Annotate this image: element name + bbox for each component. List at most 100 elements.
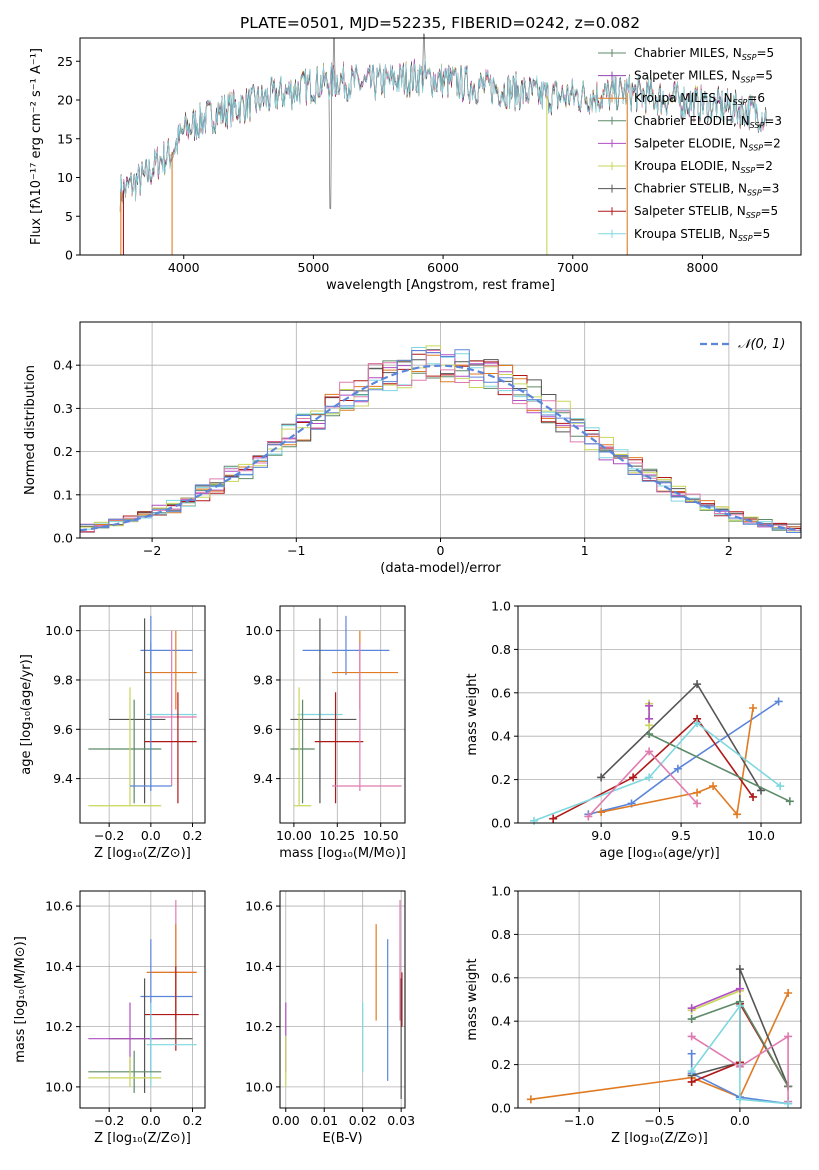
spectrum-xtick-label: 5000 — [298, 260, 330, 275]
weight_vs_Z-series-line — [691, 1003, 789, 1105]
spectrum-legend-entry: Chabrier MILES, NSSP=5 — [634, 46, 774, 62]
mass_vs_Z-ytick-label: 10.6 — [45, 899, 73, 914]
residuals-ytick-label: 0.0 — [53, 531, 73, 546]
mass_vs_ebv-xlabel: E(B-V) — [322, 1131, 362, 1146]
mass_vs_Z-plot-area — [80, 891, 205, 1108]
mass_vs_ebv-ytick-label: 10.6 — [245, 899, 273, 914]
mass_vs_Z-xtick-label: −0.2 — [94, 1113, 124, 1128]
weight_vs_Z-series-line — [691, 987, 741, 1009]
spectrum-legend-entry: Kroupa STELIB, NSSP=5 — [634, 227, 770, 243]
weight_vs_age-xtick-label: 10.0 — [747, 828, 775, 843]
weight_vs_Z-ylabel: mass weight — [465, 958, 480, 1040]
age_vs_mass-ytick-label: 9.4 — [253, 771, 273, 786]
weight_vs_age-point — [749, 703, 758, 712]
spectrum-legend-entry: Kroupa ELODIE, NSSP=2 — [634, 159, 773, 175]
weight_vs_age-point — [584, 812, 593, 821]
age_vs_mass-xtick-label: 10.25 — [319, 828, 355, 843]
mass_vs_Z-xtick-label: 0.0 — [141, 1113, 161, 1128]
mass_vs_Z-ytick-label: 10.4 — [45, 959, 73, 974]
weight_vs_age-ytick-label: 0.8 — [491, 642, 511, 657]
spectrum-ytick-label: 20 — [57, 93, 73, 108]
spectrum-frame — [79, 37, 802, 256]
weight_vs_age-ylabel: mass weight — [465, 673, 480, 755]
weight_vs_Z-xlabel: Z [log₁₀(Z/Z⊙)] — [611, 1131, 708, 1146]
age_vs_mass-xtick-label: 10.00 — [276, 828, 312, 843]
spectrum-plot-area — [80, 38, 801, 255]
weight_vs_age-point — [629, 773, 638, 782]
age_vs_Z-xtick-label: −0.2 — [94, 828, 124, 843]
weight_vs_age-ytick-label: 0.4 — [491, 729, 511, 744]
spectrum-xtick-label: 8000 — [687, 260, 719, 275]
weight_vs_age-point — [733, 810, 742, 819]
age_vs_Z-ytick-label: 9.6 — [53, 722, 73, 737]
age_vs_mass-xtick-label: 10.50 — [363, 828, 399, 843]
mass_vs_Z-ytick-label: 10.0 — [45, 1079, 73, 1094]
mass-vs-metallicity-panel: −0.2 0.0 0.2 10.0 10.2 10.4 10.6 Z [log₁₀(Z/Z⊙)… — [13, 890, 206, 1146]
spectrum-legend-entry: Chabrier STELIB, NSSP=3 — [634, 182, 779, 198]
residuals-xlabel: (data-model)/error — [380, 561, 501, 576]
spectrum-line — [119, 58, 767, 211]
spectrum-legend-entry: Salpeter MILES, NSSP=5 — [634, 69, 773, 85]
weight_vs_age-point — [549, 814, 558, 823]
weight_vs_age-ytick-label: 1.0 — [491, 599, 511, 614]
weight_vs_Z-point — [687, 1015, 696, 1024]
age_vs_Z-frame — [79, 605, 206, 824]
weight_vs_Z-ytick-label: 1.0 — [491, 884, 511, 899]
weight_vs_age-point — [693, 799, 702, 808]
residuals-frame — [79, 321, 802, 539]
age_vs_Z-ytick-label: 9.8 — [53, 672, 73, 687]
spectrum-legend-entry: Chabrier ELODIE, NSSP=3 — [634, 114, 782, 130]
mass_vs_ebv-frame — [279, 890, 406, 1109]
age_vs_Z-xtick-label: 0.2 — [183, 828, 203, 843]
weight_vs_age-xtick-label: 9.0 — [591, 828, 611, 843]
weight_vs_Z-point — [735, 1095, 744, 1104]
residuals-xtick-label: −1 — [287, 543, 305, 558]
weight_vs_Z-ytick-label: 0.6 — [491, 970, 511, 985]
spectrum-ytick-label: 15 — [57, 131, 73, 146]
age_vs_Z-xlabel: Z [log₁₀(Z/Z⊙)] — [94, 846, 191, 861]
weight_vs_Z-xtick-label: −0.5 — [644, 1113, 674, 1128]
residuals-xtick-label: −2 — [143, 543, 161, 558]
weight_vs_age-series-line — [648, 733, 791, 803]
weight_vs_age-frame — [517, 605, 802, 824]
age_vs_mass-ytick-label: 9.6 — [253, 722, 273, 737]
weight_vs_age-xlabel: age [log₁₀(age/yr)] — [599, 846, 720, 861]
weight_vs_Z-point — [687, 1049, 696, 1058]
weight_vs_age-ytick-label: 0.6 — [491, 685, 511, 700]
weight_vs_age-ytick-label: 0.2 — [491, 772, 511, 787]
spectrum-xtick-label: 7000 — [557, 260, 589, 275]
weight_vs_age-plot-area — [518, 606, 801, 823]
weight_vs_Z-point — [687, 1077, 696, 1086]
age_vs_mass-xlabel: mass [log₁₀(M/M⊙)] — [279, 846, 406, 861]
mass_vs_Z-xlabel: Z [log₁₀(Z/Z⊙)] — [94, 1131, 191, 1146]
weight_vs_age-point — [673, 764, 682, 773]
age-vs-metallicity-panel: −0.2 0.0 0.2 9.4 9.6 9.8 10.0 Z [log₁₀(Z/Z⊙)] ag… — [19, 605, 206, 861]
mass_vs_Z-xtick-label: 0.2 — [183, 1113, 203, 1128]
mass_vs_Z-ylabel: mass [log₁₀(M/M⊙)] — [13, 936, 28, 1063]
weight_vs_Z-xtick-label: −1.0 — [564, 1113, 594, 1128]
mass-vs-ebv-panel: 0.00 0.01 0.02 0.03 10.0 10.2 10.4 10.6 E(B-V) — [245, 890, 415, 1146]
mass_vs_ebv-xtick-label: 0.00 — [272, 1113, 300, 1128]
mass_vs_ebv-ytick-label: 10.4 — [245, 959, 273, 974]
weight_vs_age-series-line — [533, 722, 781, 822]
residuals-ylabel: Normed distribution — [23, 365, 38, 495]
weight_vs_age-point — [776, 782, 785, 791]
weight_vs_Z-ytick-label: 0.0 — [491, 1101, 511, 1116]
residuals-ytick-label: 0.3 — [53, 401, 73, 416]
weight_vs_Z-point — [784, 1032, 793, 1041]
weight_vs_age-point — [645, 701, 654, 710]
weight_vs_Z-series-line — [690, 1053, 789, 1105]
spectrum-panel: 4000 5000 6000 7000 8000 0 5 10 15 20 25 wavelength… — [29, 33, 802, 293]
weight_vs_Z-point — [784, 1099, 793, 1108]
mass_vs_ebv-xtick-label: 0.01 — [310, 1113, 338, 1128]
spectrum-legend-entry: Salpeter ELODIE, NSSP=2 — [634, 136, 781, 152]
mass_vs_Z-frame — [79, 890, 206, 1109]
age-vs-mass-panel: 10.00 10.25 10.50 9.4 9.6 9.8 10.0 mass [log₁₀(… — [245, 605, 406, 861]
residuals-xtick-label: 2 — [725, 543, 733, 558]
residual-histogram — [80, 353, 801, 533]
residuals-ytick-label: 0.1 — [53, 487, 73, 502]
residual-histogram — [80, 349, 801, 533]
weight_vs_age-ytick-label: 0.0 — [491, 816, 511, 831]
weight_vs_age-point — [693, 680, 702, 689]
weight_vs_Z-series-line — [691, 1034, 789, 1102]
